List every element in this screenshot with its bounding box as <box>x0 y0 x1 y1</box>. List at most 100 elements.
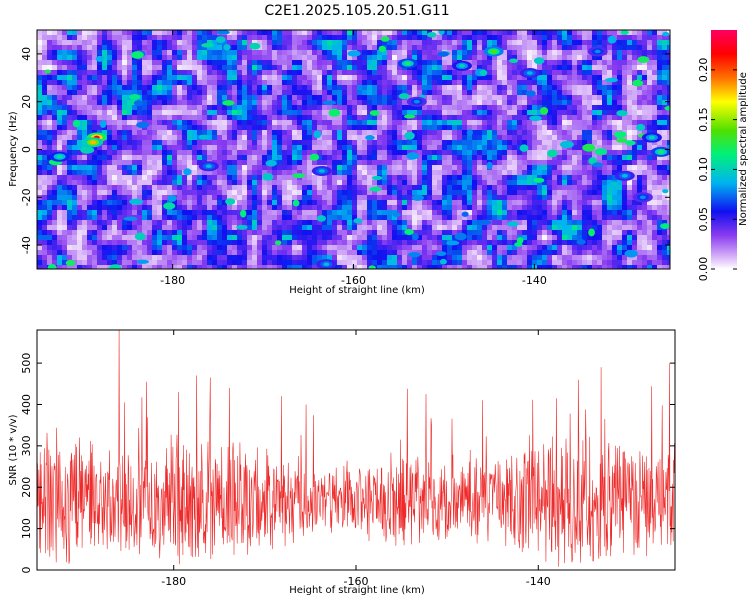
heatmap-cell <box>192 190 198 196</box>
heatmap-cell <box>287 160 293 166</box>
heatmap-cell <box>437 210 443 216</box>
heatmap-cell <box>202 105 208 111</box>
heatmap-cell <box>542 185 548 191</box>
heatmap-cell <box>322 55 328 61</box>
heatmap-cell <box>172 30 178 36</box>
heatmap-cell <box>252 90 258 96</box>
heatmap-cell <box>402 45 408 51</box>
heatmap-cell <box>507 50 513 56</box>
heatmap-cell <box>47 220 53 226</box>
heatmap-cell <box>642 115 648 121</box>
heatmap-cell <box>562 75 568 81</box>
heatmap-cell <box>507 115 513 121</box>
heatmap-cell <box>627 115 633 121</box>
heatmap-cell <box>652 85 658 91</box>
heatmap-cell <box>272 205 278 211</box>
heatmap-cell <box>212 50 218 56</box>
heatmap-cell <box>667 55 670 61</box>
heatmap-cell <box>397 200 403 206</box>
heatmap-cell <box>667 130 670 136</box>
heatmap-cell <box>397 170 403 176</box>
heatmap-cell <box>232 220 238 226</box>
heatmap-cell <box>542 70 548 76</box>
heatmap-cell <box>167 95 173 101</box>
heatmap-cell <box>287 165 293 171</box>
heatmap-cell <box>442 170 448 176</box>
heatmap-cell <box>392 205 398 211</box>
heatmap-cell <box>607 150 613 156</box>
heatmap-cell <box>187 220 193 226</box>
heatmap-cell <box>317 40 323 46</box>
heatmap-cell <box>237 190 243 196</box>
heatmap-cell <box>97 80 103 86</box>
heatmap-cell <box>62 220 68 226</box>
heatmap-cell <box>412 205 418 211</box>
heatmap-cell <box>257 100 263 106</box>
heatmap-cell <box>247 40 253 46</box>
heatmap-cell <box>37 180 43 186</box>
heatmap-cell <box>357 70 363 76</box>
heatmap-cell <box>272 215 278 221</box>
heatmap-cell <box>117 110 123 116</box>
heatmap-cell <box>552 195 558 201</box>
heatmap-cell <box>392 40 398 46</box>
heatmap-cell <box>562 200 568 206</box>
heatmap-cell <box>227 185 233 191</box>
heatmap-cell <box>647 215 653 221</box>
heatmap-cell <box>62 225 68 231</box>
heatmap-cell <box>417 130 423 136</box>
heatmap-cell <box>292 70 298 76</box>
heatmap-cell <box>497 105 503 111</box>
heatmap-cell <box>127 40 133 46</box>
heatmap-cell <box>182 180 188 186</box>
heatmap-cell <box>117 180 123 186</box>
heatmap-cell <box>347 160 353 166</box>
heatmap-cell <box>222 225 228 231</box>
heatmap-cell <box>517 90 523 96</box>
heatmap-cell <box>62 185 68 191</box>
heatmap-cell <box>287 220 293 226</box>
heatmap-cell <box>227 65 233 71</box>
heatmap-cell <box>402 170 408 176</box>
heatmap-cell <box>667 40 670 46</box>
heatmap-cell <box>657 170 663 176</box>
heatmap-cell <box>122 160 128 166</box>
heatmap-cell <box>537 150 543 156</box>
heatmap-cell <box>512 40 518 46</box>
heatmap-cell <box>207 80 213 86</box>
heatmap-cell <box>297 45 303 51</box>
heatmap-cell <box>187 190 193 196</box>
heatmap-cell <box>362 150 368 156</box>
heatmap-cell <box>507 145 513 151</box>
heatmap-cell <box>457 120 463 126</box>
heatmap-cell <box>547 190 553 196</box>
heatmap-cell <box>602 40 608 46</box>
heatmap-cell <box>477 35 483 41</box>
heatmap-cell <box>257 70 263 76</box>
heatmap-cell <box>487 75 493 81</box>
heatmap-cell <box>142 80 148 86</box>
heatmap-cell <box>477 180 483 186</box>
heatmap-cell <box>387 210 393 216</box>
heatmap-cell <box>102 220 108 226</box>
heatmap-cell <box>207 135 213 141</box>
heatmap-cell <box>562 120 568 126</box>
heatmap-cell <box>527 200 533 206</box>
heatmap-cell <box>47 225 53 231</box>
heatmap-cell <box>117 125 123 131</box>
heatmap-cell <box>362 180 368 186</box>
heatmap-cell <box>437 105 443 111</box>
heatmap-cell <box>457 200 463 206</box>
heatmap-cell <box>147 145 153 151</box>
heatmap-cell <box>417 60 423 66</box>
heatmap-cell <box>262 135 268 141</box>
heatmap-cell <box>37 60 43 66</box>
heatmap-cell <box>267 220 273 226</box>
heatmap-cell <box>612 215 618 221</box>
heatmap-cell <box>477 100 483 106</box>
heatmap-cell <box>612 55 618 61</box>
heatmap-cell <box>267 210 273 216</box>
heatmap-cell <box>442 220 448 226</box>
heatmap-cell <box>412 115 418 121</box>
heatmap-cell <box>92 205 98 211</box>
